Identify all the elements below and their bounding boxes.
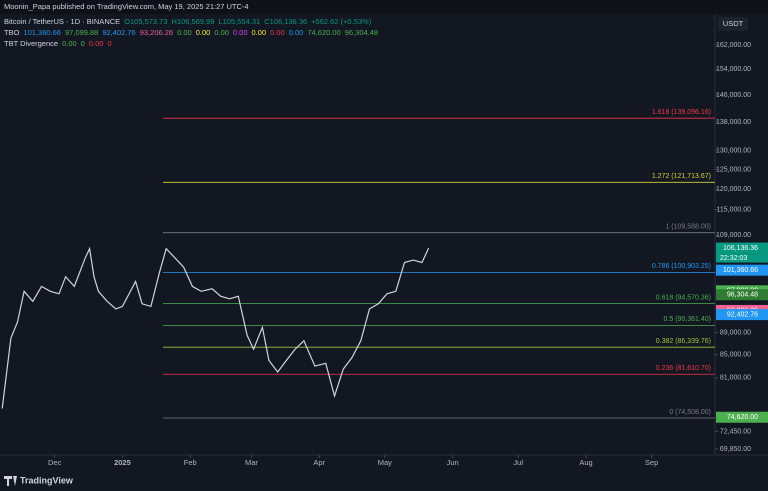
x-tick-label: Dec: [48, 458, 62, 467]
price-label: 92,402.76: [727, 311, 758, 318]
price-line: [1, 246, 430, 409]
y-tick-label: 85,000.00: [720, 352, 751, 359]
indicator-value: 101,360.66: [23, 28, 61, 37]
y-tick-label: 89,000.00: [720, 329, 751, 336]
y-tick-label: 146,000.00: [716, 92, 751, 99]
indicator-name: TBT Divergence: [4, 39, 58, 48]
countdown: 22:32:03: [720, 255, 747, 262]
y-tick-label: 109,000.00: [716, 232, 751, 239]
indicator-value: 0.00: [89, 39, 104, 48]
y-tick-label: 138,000.00: [716, 119, 751, 126]
price-box: [716, 289, 768, 301]
indicator-value: 0.00: [289, 28, 304, 37]
fib-label: 1.618 (139,096.16): [652, 109, 711, 116]
x-tick-label: Feb: [184, 458, 197, 467]
publisher: Moonin_Papa published on TradingView.com…: [4, 2, 249, 11]
ohlc-value: +562.62 (+0.53%): [311, 17, 372, 26]
indicator-value: 0: [107, 39, 111, 48]
price-box: [716, 242, 768, 254]
y-tick-label: 69,850.00: [720, 446, 751, 453]
symbol: Bitcoin / TetherUS · 1D · BINANCE: [4, 17, 120, 26]
ohlc-value: H106,569.99: [172, 17, 215, 26]
y-tick-label: 120,000.00: [716, 186, 751, 193]
fib-label: 0.786 (100,903.25): [652, 263, 711, 270]
fib-label: 0.618 (94,570.36): [656, 294, 711, 301]
indicator-value: 97,099.88: [65, 28, 98, 37]
x-tick-label: 2025: [114, 458, 131, 467]
indicator-value: 93,206.26: [140, 28, 173, 37]
price-box: [716, 309, 768, 321]
brand: TradingView: [20, 475, 74, 485]
x-tick-label: Mar: [245, 458, 258, 467]
indicator-name: TBO: [4, 28, 20, 37]
fib-label: 0 (74,508.00): [669, 409, 711, 416]
indicator-value: 0: [81, 39, 85, 48]
y-tick-label: 81,000.00: [720, 375, 751, 382]
fib-label: 0.236 (81,610.70): [656, 365, 711, 372]
x-tick-label: Jul: [513, 458, 523, 467]
indicator-value: 0.00: [214, 28, 229, 37]
indicator-value: 0.00: [233, 28, 248, 37]
y-tick-label: 115,000.00: [716, 206, 751, 213]
indicator-value: 92,402.76: [102, 28, 135, 37]
price-label: 96,304.48: [727, 292, 758, 299]
indicator-value: 0.00: [177, 28, 192, 37]
ohlc-value: C106,136.36: [264, 17, 307, 26]
x-tick-label: Sep: [645, 458, 658, 467]
price-label: 101,360.66: [723, 267, 758, 274]
x-tick-label: Aug: [579, 458, 592, 467]
indicator-value: 74,620.00: [307, 28, 340, 37]
x-tick-label: Apr: [313, 458, 325, 467]
top-bar: [0, 0, 768, 14]
x-tick-label: May: [378, 458, 392, 467]
indicator-value: 0.00: [270, 28, 285, 37]
y-tick-label: 125,000.00: [716, 166, 751, 173]
ohlc-value: O105,573.73: [124, 17, 167, 26]
currency-box: [718, 17, 748, 31]
fib-label: 1.272 (121,713.67): [652, 173, 711, 180]
price-label: 74,620.00: [727, 414, 758, 421]
fib-label: 0.5 (90,361.40): [664, 316, 711, 323]
price-box: [716, 411, 768, 423]
price-label: 106,136.36: [723, 245, 758, 252]
indicator-value: 0.00: [62, 39, 77, 48]
y-tick-label: 154,000.00: [716, 66, 751, 73]
logo: [4, 476, 17, 486]
currency: USDT: [723, 19, 744, 28]
y-tick-label: 130,000.00: [716, 148, 751, 155]
y-tick-label: 72,450.00: [720, 428, 751, 435]
price-box: [716, 264, 768, 276]
x-tick-label: Jun: [447, 458, 459, 467]
indicator-value: 0.00: [196, 28, 211, 37]
fib-label: 0.382 (86,339.76): [656, 338, 711, 345]
y-tick-label: 162,000.00: [716, 42, 751, 49]
countdown-box: [716, 253, 768, 263]
fib-label: 1 (109,588.00): [665, 224, 711, 231]
ohlc-value: L105,554.31: [218, 17, 260, 26]
indicator-value: 96,304.48: [345, 28, 378, 37]
indicator-value: 0.00: [252, 28, 267, 37]
